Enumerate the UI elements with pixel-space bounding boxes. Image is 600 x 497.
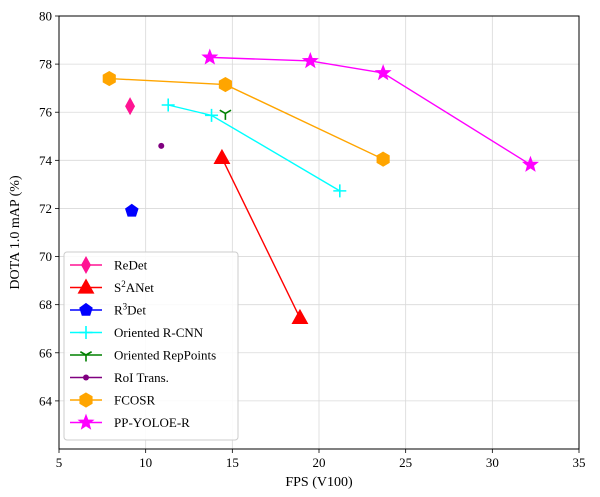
legend-marker-oriented-reppoints: [79, 351, 93, 362]
legend-marker-roi-trans: [83, 374, 89, 381]
y-tick-label: 68: [39, 297, 52, 312]
point-oriented-reppoints: [219, 109, 232, 120]
point-oriented-r-cnn: [205, 108, 219, 122]
x-tick-label: 15: [226, 455, 239, 470]
point-oriented-r-cnn: [161, 98, 175, 112]
legend-label-pp-yoloe-r: PP-YOLOE-R: [114, 415, 190, 430]
point-fcosr: [102, 70, 116, 87]
x-tick-label: 5: [56, 455, 63, 470]
legend-label-fcosr: FCOSR: [114, 393, 156, 408]
y-tick-label: 74: [39, 153, 53, 168]
legend-label-r3det: R3Det: [114, 302, 146, 318]
y-tick-label: 66: [39, 345, 53, 360]
line-fcosr: [109, 77, 384, 160]
y-axis-label: DOTA 1.0 mAP (%): [8, 175, 23, 290]
legend-marker-fcosr: [79, 392, 93, 408]
legend-marker-r3det: [79, 302, 93, 316]
point-roi-trans: [158, 142, 165, 149]
point-pp-yoloe-r: [374, 64, 392, 81]
y-tick-label: 64: [39, 393, 53, 408]
x-tick-label: 30: [486, 455, 499, 470]
y-tick-label: 76: [39, 105, 53, 120]
point-r3det: [125, 203, 139, 217]
point-s2anet: [213, 148, 231, 165]
legend-marker-redet: [81, 255, 91, 275]
legend-label-oriented-r-cnn: Oriented R-CNN: [114, 325, 204, 340]
x-tick-label: 35: [573, 455, 586, 470]
line-oriented-r-cnn: [168, 104, 341, 192]
legend-marker-oriented-r-cnn: [79, 326, 93, 339]
y-tick-label: 78: [39, 57, 52, 72]
y-tick-label: 70: [39, 249, 52, 264]
x-axis-label: FPS (V100): [285, 475, 353, 490]
x-tick-label: 10: [139, 455, 152, 470]
point-oriented-r-cnn: [333, 184, 347, 198]
point-pp-yoloe-r: [201, 48, 219, 65]
legend-label-redet: ReDet: [114, 258, 148, 273]
point-redet: [125, 97, 136, 116]
legend-label-s2anet: S2ANet: [114, 279, 154, 295]
legend-label-oriented-reppoints: Oriented RepPoints: [114, 348, 216, 363]
x-tick-label: 25: [399, 455, 412, 470]
x-tick-label: 20: [313, 455, 326, 470]
legend-label-roi-trans: RoI Trans.: [114, 370, 169, 385]
legend-box: [63, 251, 239, 441]
axis-ticks: 5 10 15 20 25 30 35 64 66 68 70 72 74 76 78 80: [39, 9, 586, 471]
line-s2anet: [221, 157, 301, 319]
legend-marker-pp-yoloe-r: [77, 413, 95, 430]
series-markers: [102, 48, 539, 324]
y-tick-label: 72: [39, 201, 52, 216]
point-fcosr: [218, 76, 232, 93]
point-s2anet: [291, 308, 309, 324]
y-tick-label: 80: [39, 9, 52, 24]
legend: ReDet S2ANet R3Det Oriented R-CNN Oriented R…: [63, 251, 239, 441]
point-pp-yoloe-r: [521, 155, 539, 172]
line-pp-yoloe-r: [209, 56, 531, 166]
point-pp-yoloe-r: [301, 52, 319, 69]
point-fcosr: [376, 151, 390, 167]
legend-marker-s2anet: [77, 278, 95, 294]
